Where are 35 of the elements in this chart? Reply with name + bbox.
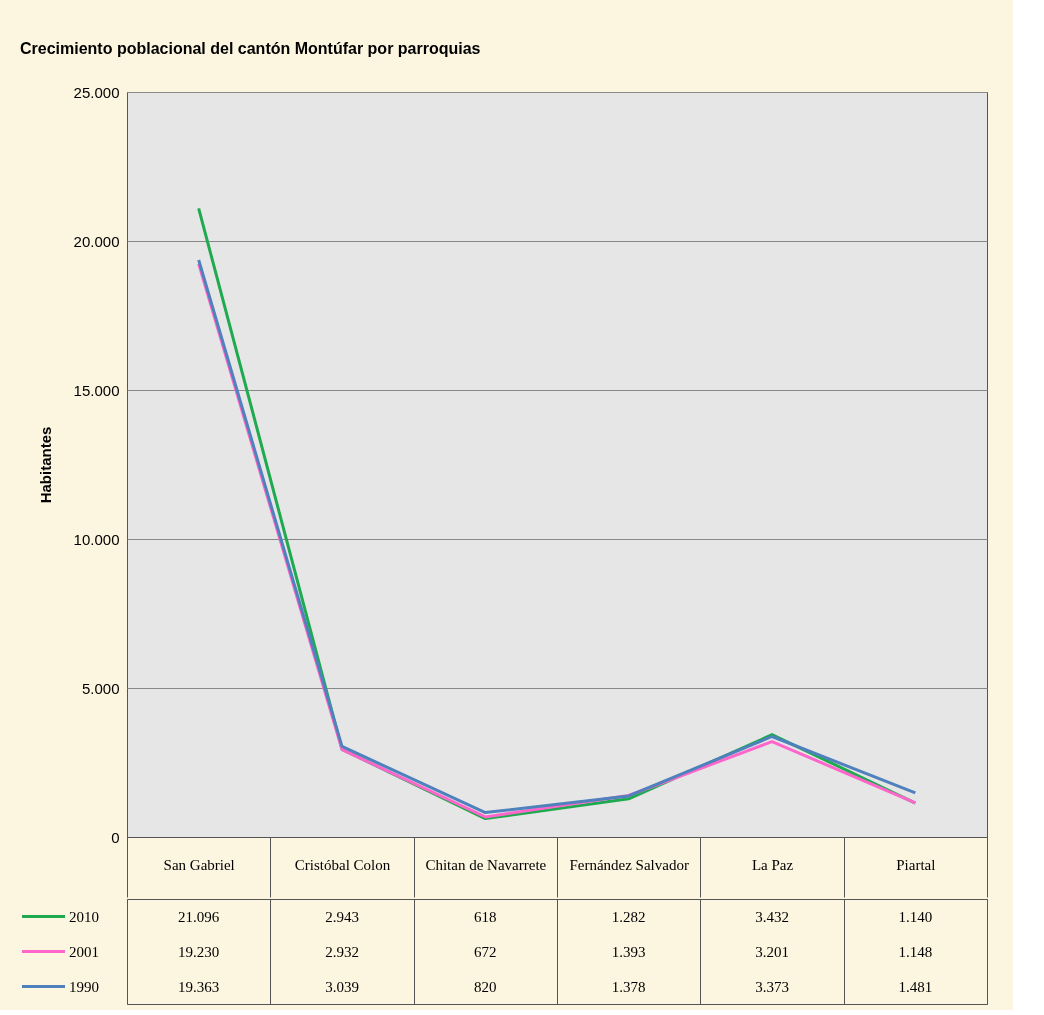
data-label: 1.148 [898,943,933,960]
data-label: 672 [474,943,497,960]
x-tick-label: San Gabriel [163,856,235,873]
data-label: 820 [474,978,497,995]
data-label: 3.373 [755,978,789,995]
data-label: 21.096 [178,908,220,925]
x-tick-label: Cristóbal Colon [294,856,391,873]
y-tick-label: 15.000 [73,381,120,399]
x-tick-label: Fernández Salvador [569,856,689,873]
legend-label: 1990 [69,978,99,995]
data-label: 2.943 [325,908,359,925]
x-tick-label: Chitan de Navarrete [425,856,547,873]
y-tick-label: 5.000 [81,679,120,697]
chart-title: Crecimiento poblacional del cantón Montúfar por parroquias [20,39,481,57]
legend-label: 2001 [69,943,99,960]
data-label: 1.393 [611,943,646,960]
y-axis-title: Habitantes [36,426,54,504]
y-tick-label: 10.000 [73,530,120,548]
data-label: 3.039 [325,978,359,995]
x-tick-label: La Paz [751,856,794,873]
data-label: 19.363 [178,978,220,995]
data-label: 1.481 [898,978,933,995]
y-tick-label: 25.000 [73,83,120,101]
data-label: 3.432 [755,908,789,925]
data-label: 1.378 [611,978,646,995]
x-tick-label: Piartal [896,856,936,873]
data-label: 2.932 [325,943,359,960]
y-tick-label: 20.000 [73,232,120,250]
y-tick-label: 0 [111,828,120,846]
data-label: 1.282 [611,908,646,925]
legend-label: 2010 [69,908,99,925]
data-label: 618 [474,908,497,925]
data-label: 19.230 [178,943,220,960]
data-label: 3.201 [755,943,789,960]
data-label: 1.140 [898,908,933,925]
